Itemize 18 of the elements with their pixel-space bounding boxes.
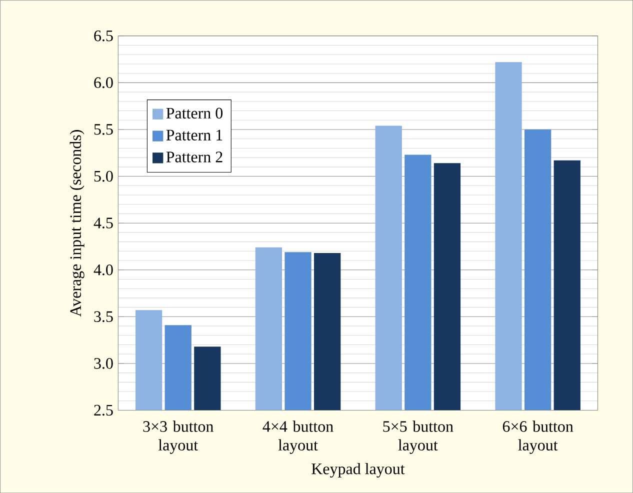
y-tick-label: 6.5 (94, 30, 113, 42)
x-tick-label: 3×3 button layout (143, 420, 214, 454)
y-tick-label: 2.5 (94, 404, 113, 416)
legend-label: Pattern 2 (166, 152, 222, 162)
x-axis-title: Keypad layout (312, 462, 405, 478)
y-tick-label: 4.5 (94, 218, 113, 228)
x-tick-label: 6×6 button layout (502, 420, 574, 454)
y-tick-label: 4.0 (94, 264, 113, 276)
y-tick-label: 5.5 (94, 124, 113, 135)
legend-label: Pattern 1 (166, 130, 222, 140)
legend-label: Pattern 0 (166, 108, 223, 119)
y-tick-label: 3.0 (94, 358, 113, 369)
y-tick-label: 3.5 (94, 311, 113, 322)
x-tick-label: 4×4 button layout (262, 420, 334, 454)
y-tick-label: 5.0 (94, 170, 113, 182)
y-tick-label: 6.0 (94, 77, 113, 88)
x-tick-label: 5×5 button layout (383, 420, 454, 454)
y-axis-title: Average input time (seconds) (70, 130, 84, 317)
